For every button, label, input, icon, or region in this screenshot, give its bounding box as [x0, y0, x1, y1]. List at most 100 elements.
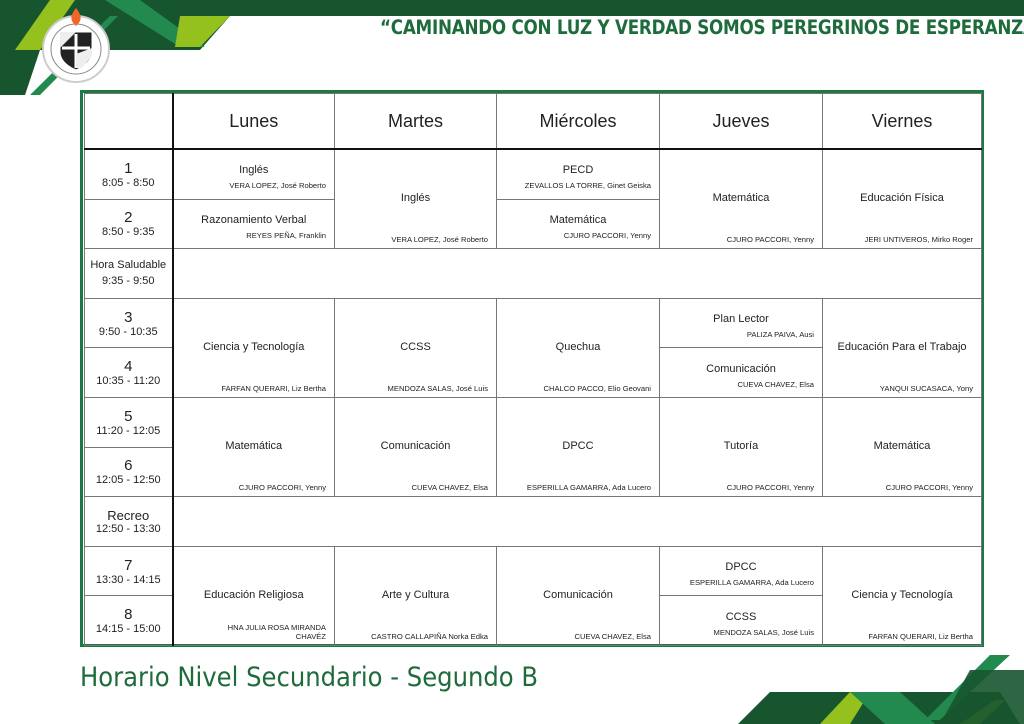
class-cell: Comunicación CUEVA CHAVEZ, Elsa — [334, 396, 497, 498]
table-row: 1 8:05 - 8:50 Inglés VERA LOPEZ, José Robe… — [84, 148, 982, 250]
subject: Arte y Cultura — [381, 588, 450, 601]
teacher: CJURO PACCORI, Yenny — [726, 483, 814, 493]
school-logo — [42, 8, 110, 83]
subject: Inglés — [239, 164, 269, 177]
period-cell: 5 11:20 - 12:05 — [84, 396, 174, 448]
teacher: CJURO PACCORI, Yenny — [726, 235, 814, 245]
schedule-title: Horario Nivel Secundario - Segundo B — [80, 662, 539, 693]
class-cell: Comunicación CUEVA CHAVEZ, Elsa — [659, 347, 823, 398]
subject: Matemática — [873, 439, 931, 452]
period-number: 6 — [124, 457, 133, 475]
class-cell: CCSS MENDOZA SALAS, José Luis — [659, 595, 823, 646]
teacher: CJURO PACCORI, Yenny — [885, 483, 973, 493]
subject: PECD — [562, 164, 594, 177]
teacher: CUEVA CHAVEZ, Elsa — [411, 483, 488, 493]
teacher: HNA JULIA ROSA MIRANDA CHAVÉZ — [227, 622, 326, 641]
teacher: FARFAN QUERARI, Liz Bertha — [221, 383, 326, 393]
class-cell: Matemática CJURO PACCORI, Yenny — [496, 198, 660, 250]
subject: Matemática — [549, 213, 607, 226]
teacher: FARFAN QUERARI, Liz Bertha — [868, 631, 973, 641]
teacher: REYES PEÑA, Franklin — [246, 230, 326, 240]
class-cell: Tutoría CJURO PACCORI, Yenny — [659, 396, 823, 498]
class-cell: Educación Para el Trabajo YANQUI SUCASACA… — [822, 297, 982, 398]
period-time: 10:35 - 11:20 — [96, 375, 161, 388]
period-time: 9:50 - 10:35 — [98, 325, 158, 338]
class-cell: Matemática CJURO PACCORI, Yenny — [822, 396, 982, 498]
subject: CCSS — [725, 610, 757, 623]
class-cell: Ciencia y Tecnología FARFAN QUERARI, Liz … — [822, 545, 982, 646]
period-label: Hora Saludable — [90, 259, 167, 272]
period-label: Recreo — [107, 507, 150, 523]
break-row: Hora Saludable 9:35 - 9:50 — [84, 248, 982, 299]
teacher: VERA LOPEZ, José Roberto — [229, 181, 326, 191]
class-cell: Inglés VERA LOPEZ, José Roberto — [334, 148, 497, 250]
teacher: ESPERILLA GAMARRA, Ada Lucero — [689, 578, 814, 588]
class-cell: DPCC ESPERILLA GAMARRA, Ada Lucero — [659, 545, 823, 597]
table-row: 5 11:20 - 12:05 Matemática CJURO PACCORI, … — [84, 396, 982, 498]
day-header: Lunes — [172, 93, 335, 150]
period-number: 4 — [124, 358, 133, 376]
class-cell: Comunicación CUEVA CHAVEZ, Elsa — [496, 545, 660, 646]
teacher: JERI UNTIVEROS, Mirko Roger — [864, 235, 973, 245]
table-row: 3 9:50 - 10:35 Ciencia y Tecnología FARFAN… — [84, 297, 982, 398]
break-row: Recreo 12:50 - 13:30 — [84, 496, 982, 547]
header-decoration — [0, 0, 1024, 95]
teacher: CJURO PACCORI, Yenny — [563, 230, 651, 240]
period-number: 3 — [124, 308, 133, 326]
subject: Educación Física — [860, 192, 944, 204]
teacher: CHALCO PACCO, Elio Geovani — [543, 383, 651, 393]
class-cell: Ciencia y Tecnología FARFAN QUERARI, Liz … — [172, 297, 335, 398]
period-number: 5 — [124, 407, 133, 425]
subject: Inglés — [400, 192, 431, 204]
period-cell: Recreo 12:50 - 13:30 — [84, 496, 174, 547]
table-row: 2 8:50 - 9:35 Razonamiento Verbal REYES PE… — [84, 198, 982, 250]
table-row: 6 12:05 - 12:50 — [84, 446, 982, 498]
teacher: VERA LOPEZ, José Roberto — [391, 235, 488, 245]
period-cell: 2 8:50 - 9:35 — [84, 198, 174, 250]
period-number: 7 — [124, 556, 133, 574]
period-cell: 1 8:05 - 8:50 — [84, 148, 174, 200]
class-cell: Educación Religiosa HNA JULIA ROSA MIRAND… — [172, 545, 335, 646]
subject: CCSS — [400, 340, 431, 353]
period-time: 8:50 - 9:35 — [101, 226, 155, 239]
corner-cell — [84, 93, 174, 150]
class-cell: Inglés VERA LOPEZ, José Roberto — [172, 148, 335, 200]
subject: DPCC — [562, 439, 594, 452]
day-header: Viernes — [822, 93, 982, 150]
subject: Ciencia y Tecnología — [851, 588, 953, 601]
teacher: CASTRO CALLAPIÑA Norka Edka — [371, 631, 488, 641]
period-cell: 7 13:30 - 14:15 — [84, 545, 174, 597]
subject: Razonamiento Verbal — [201, 213, 307, 226]
class-cell: Matemática CJURO PACCORI, Yenny — [659, 148, 823, 250]
subject: Comunicación — [543, 588, 613, 601]
subject: Plan Lector — [713, 313, 769, 326]
subject: DPCC — [725, 561, 757, 574]
period-time: 14:15 - 15:00 — [95, 623, 161, 636]
subject: Quechua — [555, 340, 601, 353]
subject: Comunicación — [380, 439, 451, 452]
period-cell: 3 9:50 - 10:35 — [84, 297, 174, 349]
period-time: 12:50 - 13:30 — [95, 522, 161, 535]
teacher: CJURO PACCORI, Yenny — [238, 483, 326, 493]
period-time: 8:05 - 8:50 — [101, 176, 155, 189]
teacher: ESPERILLA GAMARRA, Ada Lucero — [526, 483, 651, 493]
subject: Matemática — [712, 192, 770, 204]
table-row: 8 14:15 - 15:00 CCSS MENDOZA SALAS, José L… — [84, 595, 982, 646]
footer-decoration — [738, 655, 1024, 724]
teacher: MENDOZA SALAS, José Luis — [713, 627, 814, 637]
class-cell: Quechua CHALCO PACCO, Elio Geovani — [496, 297, 660, 398]
period-cell: Hora Saludable 9:35 - 9:50 — [84, 248, 174, 299]
period-cell: 6 12:05 - 12:50 — [84, 446, 174, 498]
day-header: Jueves — [659, 93, 823, 150]
class-cell: Plan Lector PALIZA PAIVA, Ausi — [659, 297, 823, 349]
class-cell: PECD ZEVALLOS LA TORRE, Ginet Geiska — [496, 148, 660, 200]
period-cell: 4 10:35 - 11:20 — [84, 347, 174, 398]
period-number: 2 — [124, 209, 133, 227]
class-cell: Matemática CJURO PACCORI, Yenny — [172, 396, 335, 498]
period-cell: 8 14:15 - 15:00 — [84, 595, 174, 646]
teacher: ZEVALLOS LA TORRE, Ginet Geiska — [524, 181, 651, 191]
subject: Ciencia y Tecnología — [203, 340, 305, 353]
teacher: CUEVA CHAVEZ, Elsa — [737, 379, 814, 389]
